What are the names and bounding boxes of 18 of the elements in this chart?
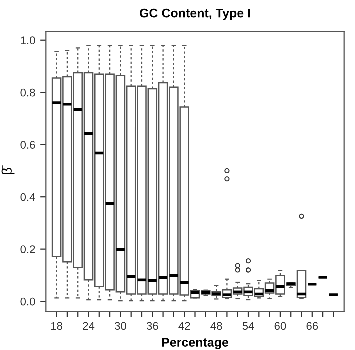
y-tick-label: 0.4 xyxy=(20,193,36,202)
y-tick-label: 0.8 xyxy=(20,88,36,97)
x-tick-label: 30 xyxy=(114,322,126,330)
x-tick-label: 42 xyxy=(178,322,190,330)
x-tick-label: 24 xyxy=(83,322,95,330)
y-tick-label: 0.0 xyxy=(20,298,36,306)
y-tick-label: 1.0 xyxy=(21,36,36,45)
x-tick-label: 54 xyxy=(242,322,254,330)
x-tick-label: 60 xyxy=(274,322,286,330)
x-tick-label: 18 xyxy=(51,322,62,330)
y-axis-title: β̄ xyxy=(2,166,15,175)
chart-title: GC Content, Type I xyxy=(140,8,250,20)
y-tick-label: 0.2 xyxy=(20,246,36,254)
y-tick-label: 0.6 xyxy=(20,141,36,149)
x-tick-label: 66 xyxy=(306,322,318,330)
x-tick-label: 48 xyxy=(210,322,222,330)
x-tick-label: 36 xyxy=(146,322,158,330)
x-axis-title: Percentage xyxy=(162,338,229,350)
